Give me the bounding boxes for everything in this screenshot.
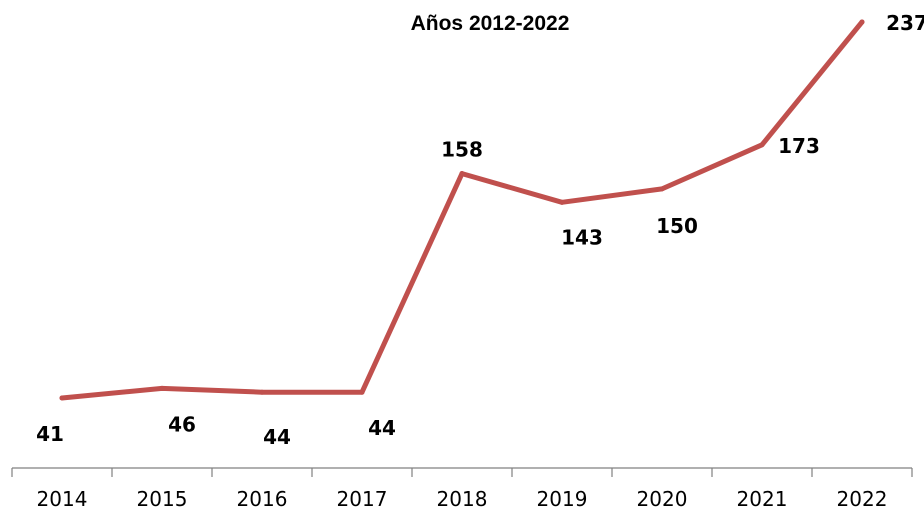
x-axis-tick-labels: 2014 2015 2016 2017 2018 2019 2020 2021 2022: [37, 487, 888, 511]
data-point: [459, 171, 465, 177]
data-point: [659, 186, 665, 192]
data-point: [759, 142, 765, 148]
data-label: 237: [886, 11, 924, 35]
x-tick-label: 2020: [637, 487, 688, 511]
data-label: 143: [561, 225, 603, 249]
data-label: 44: [368, 416, 396, 440]
data-label: 158: [441, 138, 483, 162]
data-point: [59, 395, 65, 401]
data-point: [259, 389, 265, 395]
x-tick-label: 2016: [237, 487, 288, 511]
data-point: [559, 199, 565, 205]
data-point: [159, 385, 165, 391]
data-label: 44: [263, 425, 291, 449]
x-tick-label: 2022: [837, 487, 888, 511]
x-tick-label: 2019: [537, 487, 588, 511]
x-tick-label: 2018: [437, 487, 488, 511]
series-group: [59, 19, 865, 401]
x-tick-label: 2021: [737, 487, 788, 511]
data-point: [859, 19, 865, 25]
x-tick-label: 2014: [37, 487, 88, 511]
chart-title: Años 2012-2022: [411, 12, 570, 35]
x-axis-ticks: [11, 468, 913, 477]
series-line: [59, 19, 865, 401]
data-label: 41: [36, 422, 64, 446]
data-label: 150: [656, 214, 698, 238]
x-tick-label: 2017: [337, 487, 388, 511]
data-label: 46: [168, 412, 196, 436]
data-labels: 41 46 44 44 158 143 150 173 237: [36, 11, 924, 449]
x-tick-label: 2015: [137, 487, 188, 511]
data-label: 173: [778, 134, 820, 158]
data-point: [359, 389, 365, 395]
